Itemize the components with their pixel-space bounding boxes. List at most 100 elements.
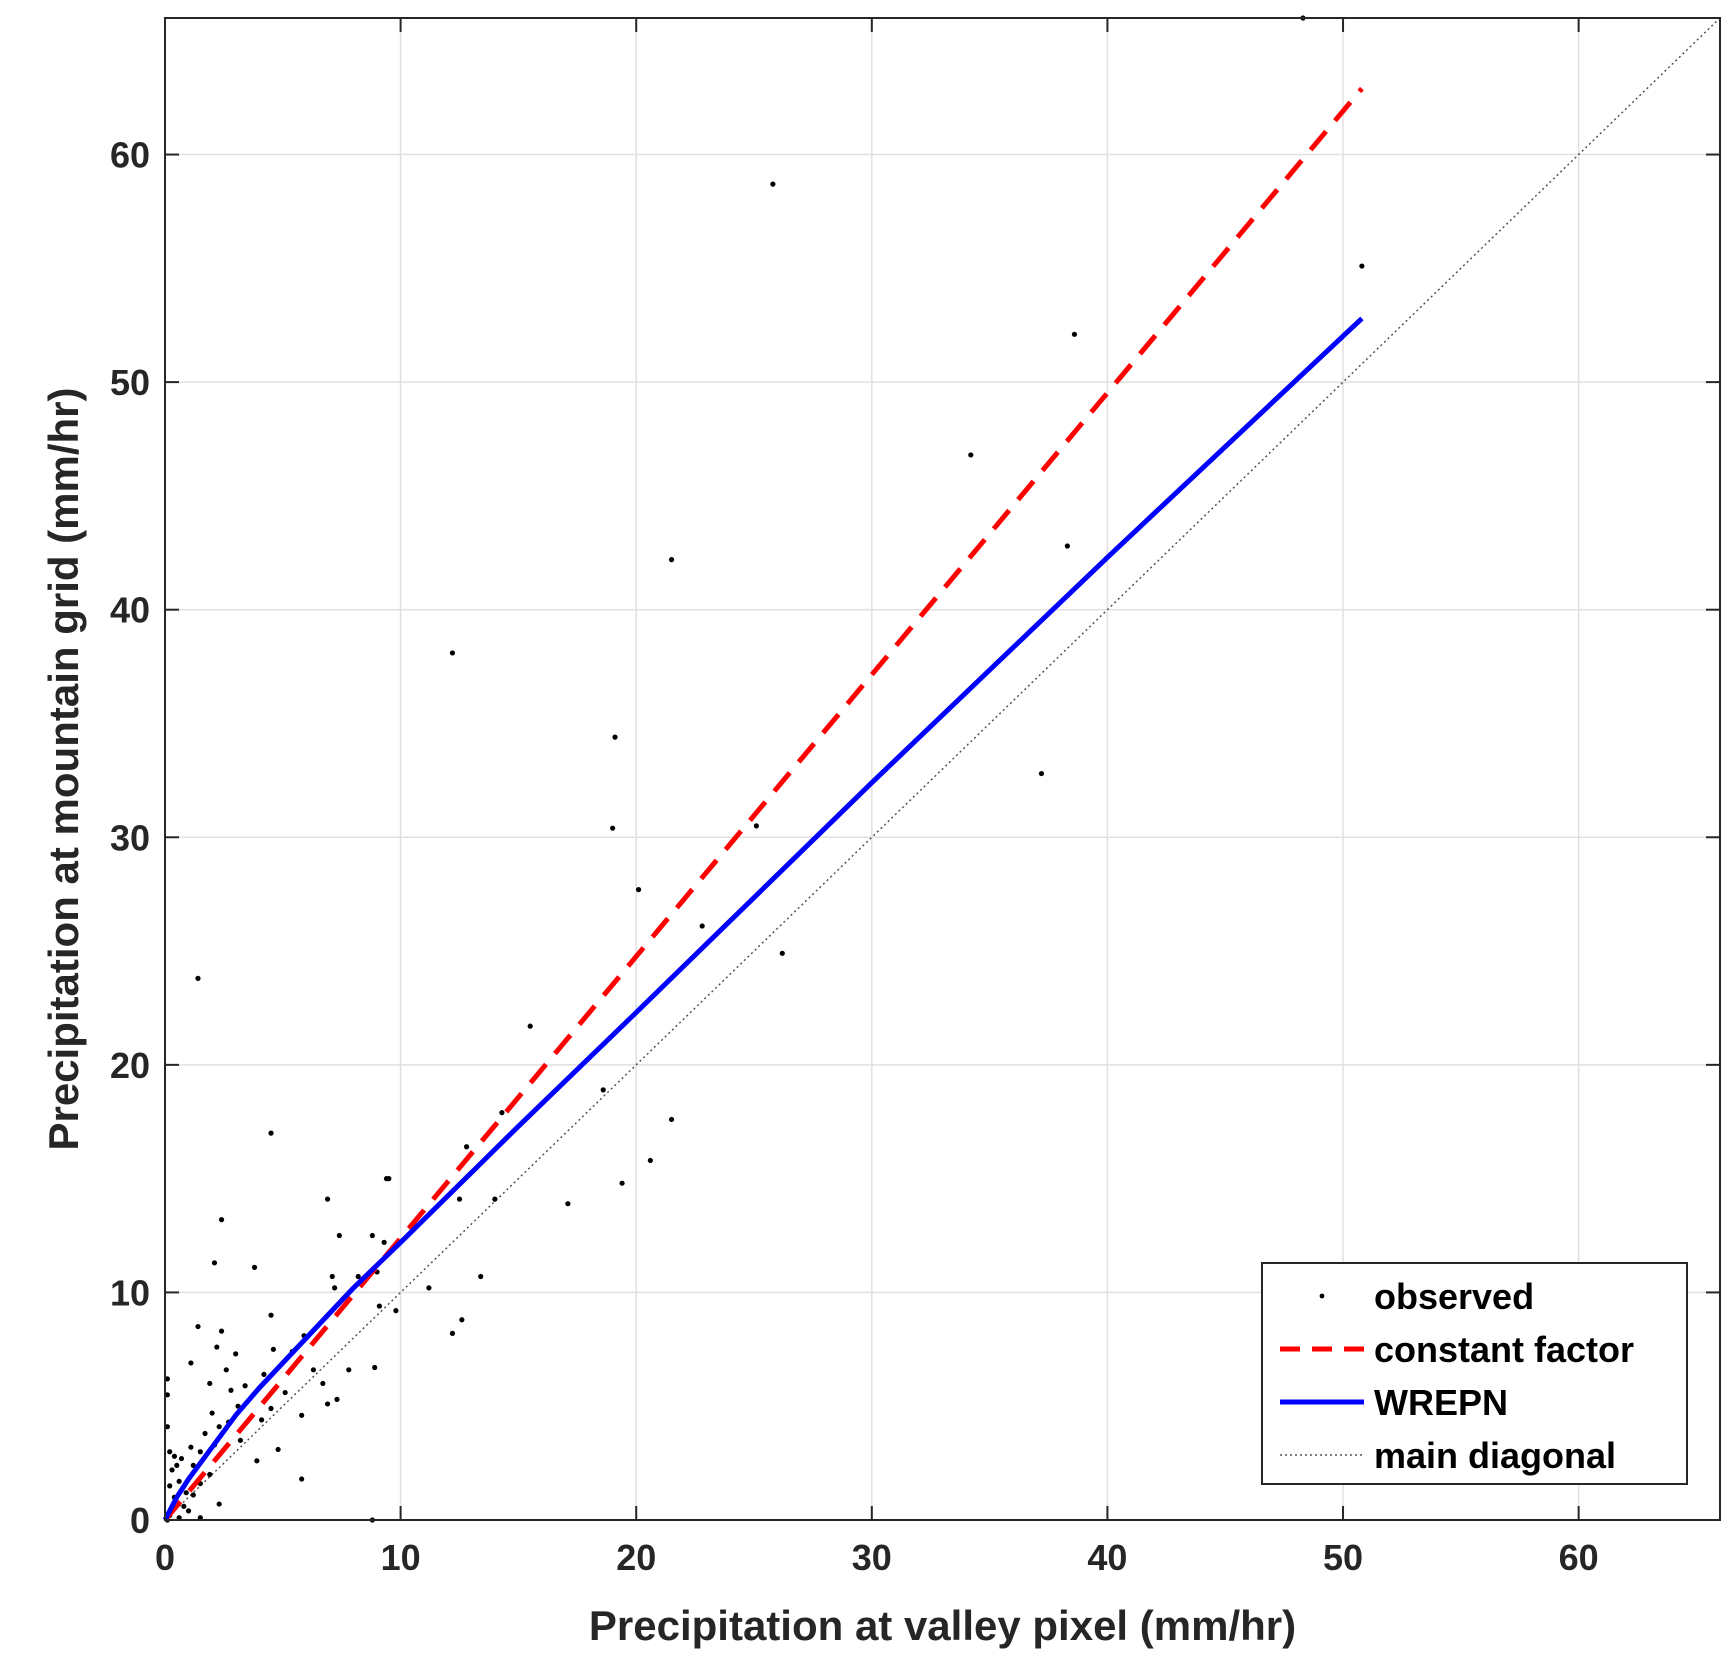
legend-constant-factor-label: constant factor	[1374, 1329, 1634, 1370]
observed-point	[261, 1371, 267, 1377]
observed-point	[320, 1380, 326, 1387]
observed-point	[207, 1471, 213, 1478]
observed-point	[268, 1405, 274, 1412]
observed-point	[449, 650, 456, 656]
observed-point	[242, 1383, 248, 1389]
observed-point	[169, 1467, 175, 1473]
y-tick-labels: 0 10 20 30 40 50 60	[110, 135, 150, 1541]
legend-main-diagonal-label: main diagonal	[1374, 1435, 1616, 1476]
observed-point	[164, 1392, 170, 1398]
observed-point	[336, 1232, 342, 1239]
observed-point	[195, 1323, 201, 1330]
observed-point	[176, 1478, 182, 1484]
observed-point	[329, 1273, 335, 1280]
observed-point	[1359, 263, 1365, 269]
observed-point	[258, 1417, 265, 1423]
observed-points-layer	[164, 15, 1365, 1523]
main-diagonal-layer	[164, 17, 1721, 1521]
observed-point	[372, 1364, 378, 1371]
x-tick-label: 60	[1559, 1537, 1599, 1578]
x-axis-label: Precipitation at valley pixel (mm/hr)	[589, 1602, 1296, 1649]
y-tick-label: 60	[110, 135, 150, 176]
observed-point	[1038, 770, 1045, 777]
observed-point	[492, 1196, 498, 1202]
observed-point	[171, 1453, 178, 1459]
y-tick-label: 40	[110, 590, 150, 631]
y-tick-label: 20	[110, 1045, 150, 1086]
observed-point	[449, 1330, 456, 1336]
observed-point	[334, 1396, 340, 1402]
observed-point	[167, 1449, 173, 1455]
x-tick-label: 30	[852, 1537, 892, 1578]
observed-point	[699, 923, 705, 929]
observed-point	[188, 1444, 194, 1450]
y-tick-label: 10	[110, 1272, 150, 1313]
observed-point	[223, 1367, 229, 1373]
observed-point	[183, 1490, 189, 1496]
observed-point	[1071, 331, 1078, 337]
observed-point	[178, 1455, 185, 1462]
observed-point	[190, 1492, 196, 1498]
observed-point	[463, 1144, 470, 1150]
wrepn-line	[162, 316, 1364, 1522]
y-axis-label: Precipitation at mountain grid (mm/hr)	[40, 387, 87, 1150]
fit-lines-layer	[162, 86, 1364, 1522]
observed-point	[324, 1196, 331, 1202]
observed-point	[668, 1116, 675, 1123]
observed-point	[185, 1508, 192, 1514]
x-tick-label: 50	[1323, 1537, 1363, 1578]
observed-point	[478, 1273, 484, 1280]
observed-point	[369, 1232, 375, 1239]
observed-point	[195, 975, 201, 981]
observed-point	[207, 1380, 213, 1387]
observed-point	[527, 1023, 533, 1029]
observed-point	[174, 1462, 180, 1468]
observed-point	[1064, 543, 1070, 549]
observed-point	[164, 1424, 170, 1430]
observed-point	[254, 1458, 260, 1464]
observed-point	[499, 1110, 505, 1116]
observed-point	[612, 734, 618, 740]
y-tick-label: 0	[130, 1500, 150, 1541]
observed-point	[635, 887, 642, 893]
observed-point	[299, 1412, 305, 1418]
x-tick-label: 20	[616, 1537, 656, 1578]
observed-point	[310, 1367, 317, 1373]
observed-point	[299, 1476, 305, 1482]
observed-point	[228, 1387, 234, 1393]
observed-point	[181, 1503, 187, 1509]
x-tick-label: 0	[155, 1537, 175, 1578]
observed-point	[426, 1285, 432, 1291]
observed-point	[565, 1201, 571, 1207]
x-tick-labels: 0 10 20 30 40 50 60	[155, 1537, 1599, 1578]
observed-point	[268, 1312, 274, 1318]
observed-point	[218, 1217, 225, 1223]
main-diagonal-line	[164, 17, 1721, 1521]
observed-point	[214, 1344, 220, 1350]
observed-point	[355, 1273, 361, 1280]
observed-point	[376, 1303, 383, 1309]
y-tick-label: 50	[110, 362, 150, 403]
observed-point	[211, 1260, 218, 1266]
observed-point	[167, 1483, 173, 1489]
observed-point	[202, 1430, 208, 1437]
observed-point	[251, 1264, 258, 1270]
x-tick-label: 40	[1087, 1537, 1127, 1578]
observed-point	[386, 1176, 392, 1182]
observed-point	[197, 1449, 203, 1455]
observed-point	[456, 1196, 463, 1202]
observed-point	[190, 1462, 196, 1468]
observed-point	[324, 1401, 331, 1407]
legend-observed-marker	[1319, 1293, 1325, 1299]
y-tick-label: 30	[110, 817, 150, 858]
observed-point	[216, 1424, 222, 1430]
observed-point	[233, 1351, 239, 1357]
observed-point	[268, 1130, 274, 1136]
legend-box	[1261, 1262, 1688, 1485]
legend-observed-label: observed	[1374, 1276, 1534, 1317]
observed-point	[164, 1376, 170, 1382]
observed-point	[188, 1360, 194, 1366]
plot-frame	[164, 17, 1721, 1521]
observed-point	[619, 1180, 625, 1186]
